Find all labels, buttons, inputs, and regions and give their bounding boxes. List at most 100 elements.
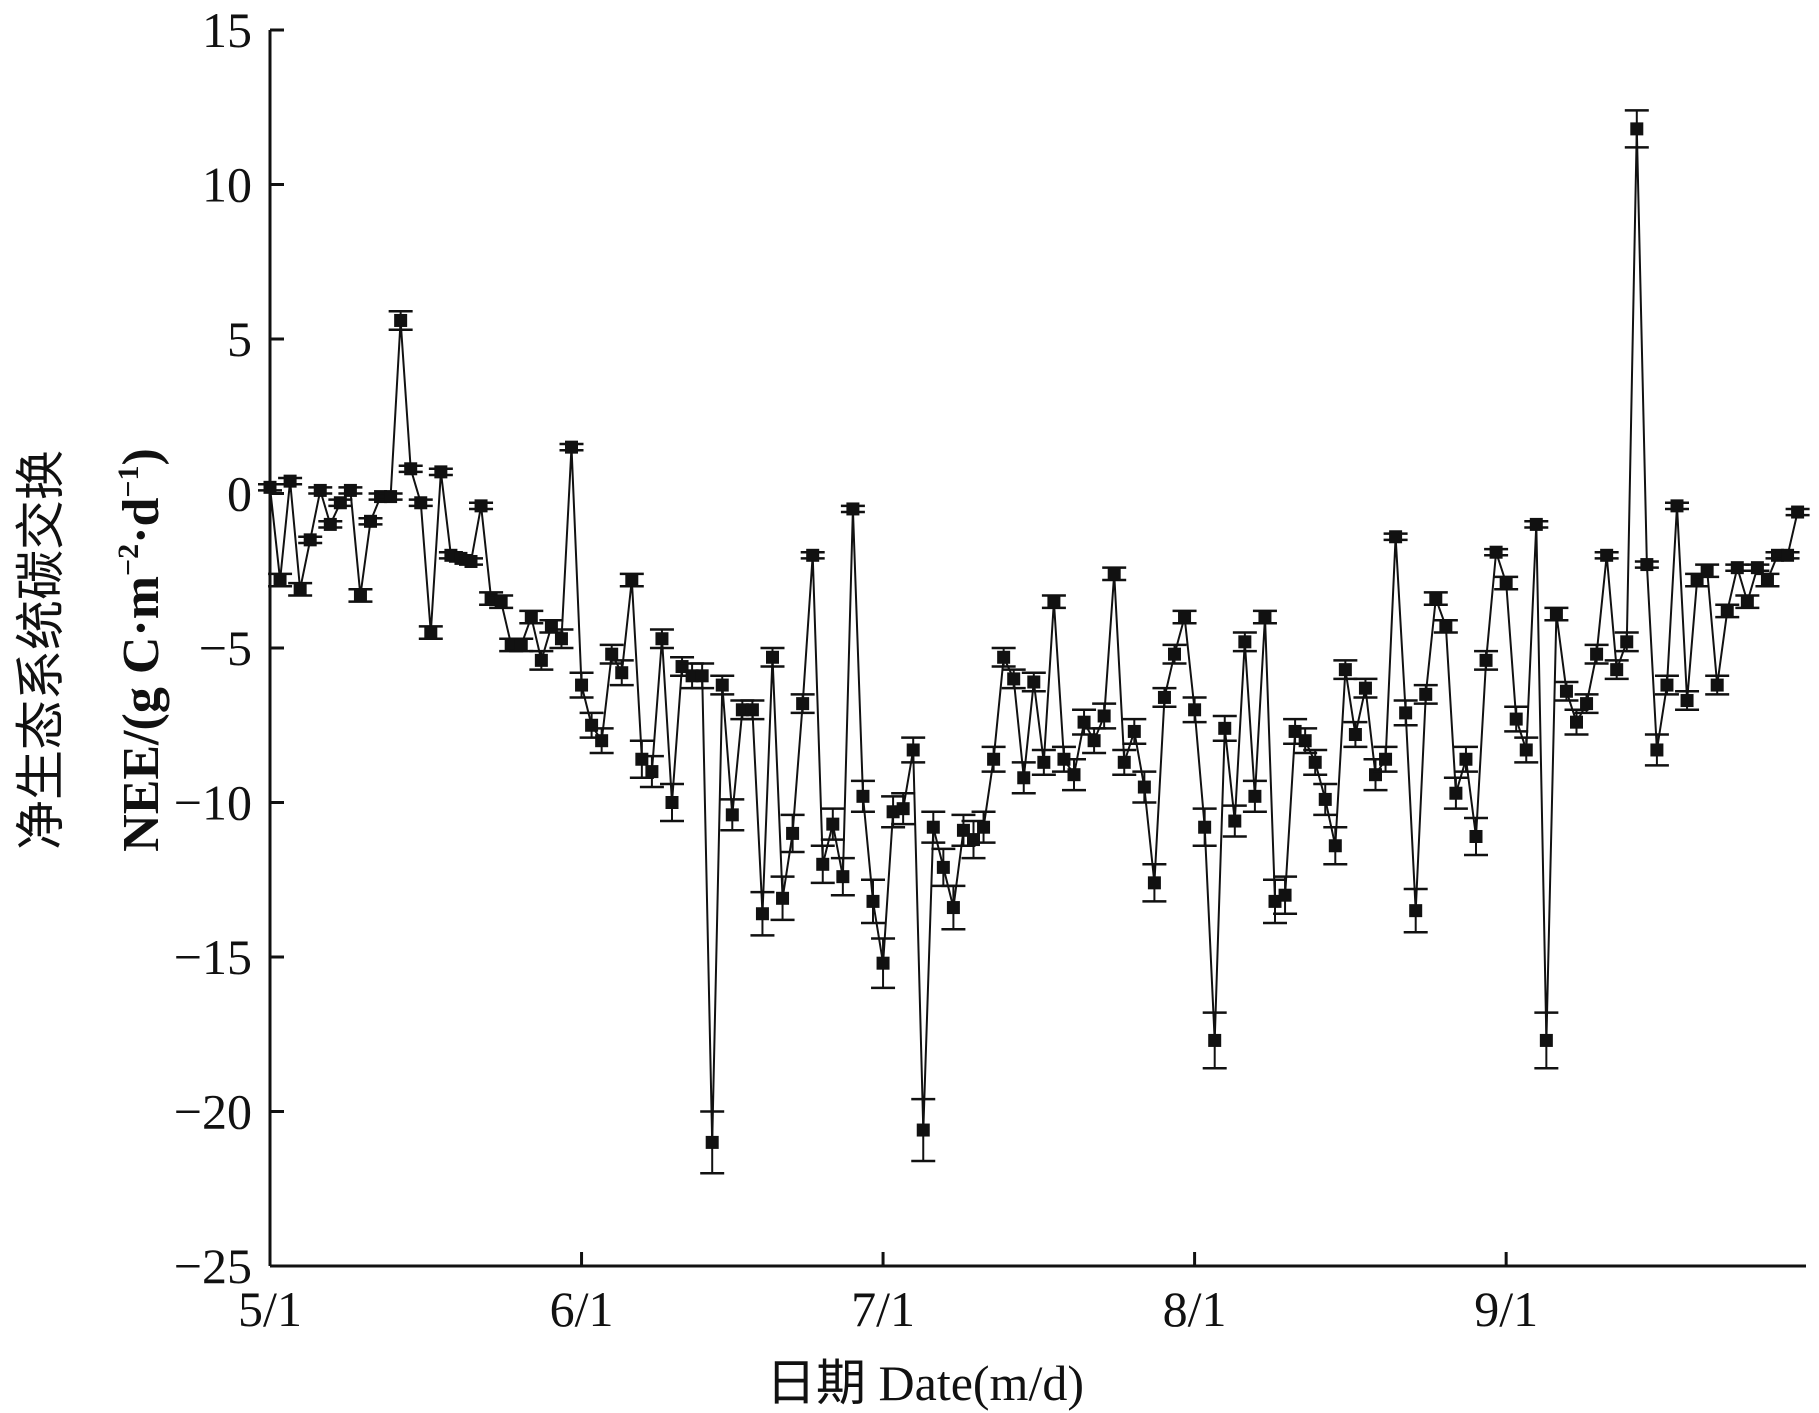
y-label-mid: ·d xyxy=(113,498,170,544)
data-point xyxy=(956,823,970,837)
data-point xyxy=(514,638,528,652)
data-point xyxy=(755,907,769,921)
data-point xyxy=(1007,672,1021,686)
data-point xyxy=(364,514,377,528)
data-point xyxy=(585,718,599,732)
data-point xyxy=(635,752,649,766)
y-tick-label: 5 xyxy=(227,311,252,367)
data-point xyxy=(1047,595,1061,609)
data-point xyxy=(645,765,659,779)
data-point xyxy=(1308,755,1322,769)
data-point xyxy=(1127,724,1141,738)
x-axis-label: 日期 Date(m/d) xyxy=(766,1355,1084,1411)
data-point xyxy=(1027,675,1041,689)
y-tick-label: −20 xyxy=(174,1084,252,1140)
y-ticks: 15 10 5 0 −5 −10 −15 −20 −25 xyxy=(174,2,284,1294)
data-point xyxy=(816,857,830,871)
data-point xyxy=(1499,576,1513,590)
x-tick-label: 7/1 xyxy=(851,1281,915,1337)
data-point xyxy=(1017,771,1031,785)
data-point xyxy=(1750,561,1764,575)
data-point xyxy=(1369,768,1382,782)
data-point xyxy=(1559,684,1573,698)
data-point xyxy=(293,582,307,596)
data-point xyxy=(595,734,609,748)
data-point xyxy=(1479,653,1493,667)
data-point xyxy=(1580,697,1594,711)
data-point xyxy=(1117,755,1131,769)
data-point xyxy=(655,632,669,646)
y-axis-label-en: NEE/(g C·m−2·d−1) xyxy=(112,448,170,852)
data-point xyxy=(977,820,991,834)
data-point xyxy=(323,517,337,531)
data-point xyxy=(967,833,980,847)
y-label-main: NEE/(g C·m xyxy=(113,576,170,852)
data-point xyxy=(544,619,558,633)
data-point xyxy=(1449,786,1463,800)
data-point xyxy=(1097,709,1111,723)
data-point xyxy=(936,860,950,874)
y-tick-label: −25 xyxy=(174,1238,252,1294)
data-point xyxy=(1620,635,1634,649)
data-point xyxy=(1389,530,1403,544)
data-point xyxy=(1419,687,1433,701)
data-point xyxy=(1238,635,1252,649)
data-point xyxy=(464,554,478,568)
data-point xyxy=(715,678,729,692)
data-point xyxy=(745,703,759,717)
data-point xyxy=(776,891,790,905)
data-point xyxy=(876,956,890,970)
data-point xyxy=(836,870,850,884)
data-point xyxy=(1660,678,1674,692)
data-point xyxy=(1348,728,1362,742)
data-point xyxy=(283,474,297,488)
data-point xyxy=(1399,706,1413,720)
data-point xyxy=(856,789,870,803)
y-tick-label: 0 xyxy=(227,466,252,522)
data-point xyxy=(826,817,840,831)
data-point xyxy=(504,638,518,652)
data-point xyxy=(1429,592,1443,606)
data-point xyxy=(1228,814,1242,828)
data-point xyxy=(434,465,448,479)
data-point xyxy=(1379,752,1393,766)
y-tick-label: −10 xyxy=(174,775,252,831)
data-point xyxy=(1318,792,1332,806)
data-point xyxy=(1529,517,1543,531)
data-point xyxy=(1298,734,1312,748)
data-point xyxy=(1439,619,1453,633)
data-point xyxy=(1791,505,1805,519)
data-point xyxy=(1338,663,1352,677)
data-point xyxy=(1590,647,1604,661)
x-tick-label: 8/1 xyxy=(1163,1281,1227,1337)
data-point xyxy=(735,703,749,717)
data-point xyxy=(906,743,920,757)
data-point xyxy=(313,483,327,497)
data-point xyxy=(987,752,1001,766)
data-point xyxy=(705,1135,719,1149)
y-label-sup-1: −2 xyxy=(112,544,145,576)
data-point xyxy=(725,808,739,822)
data-point xyxy=(1067,768,1081,782)
data-point xyxy=(1630,122,1644,136)
data-point xyxy=(615,666,629,680)
data-point xyxy=(866,894,880,908)
data-point xyxy=(1358,681,1372,695)
plot-area xyxy=(258,109,1810,1175)
data-point xyxy=(1740,595,1754,609)
data-point xyxy=(1459,752,1473,766)
y-label-end: ) xyxy=(113,448,170,465)
data-point xyxy=(1077,715,1091,729)
data-point xyxy=(534,653,548,667)
data-point xyxy=(1700,564,1714,578)
data-point xyxy=(333,496,347,510)
data-point xyxy=(1781,548,1795,562)
data-point xyxy=(1037,755,1051,769)
data-point xyxy=(1549,607,1563,621)
data-point xyxy=(1409,904,1423,918)
data-point xyxy=(1519,743,1533,757)
data-point xyxy=(997,650,1011,664)
data-point xyxy=(1147,876,1161,890)
data-point xyxy=(1137,780,1151,794)
